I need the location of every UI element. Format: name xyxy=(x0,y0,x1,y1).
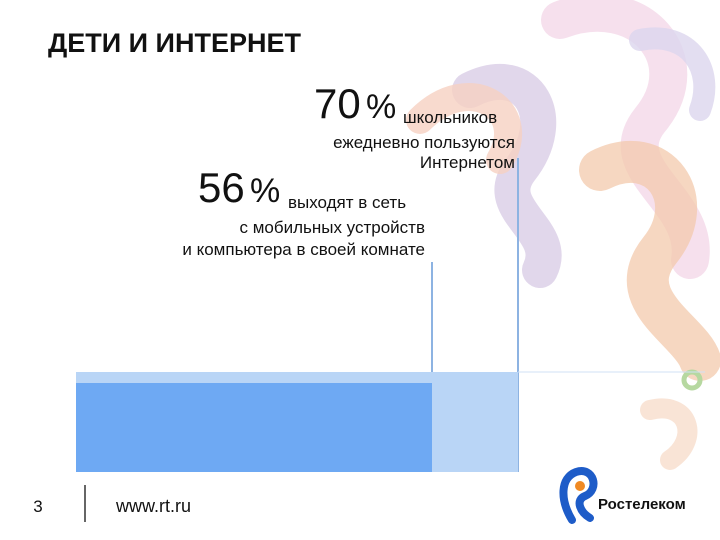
panel xyxy=(76,383,432,472)
footer-url: www.rt.ru xyxy=(115,496,191,516)
stat-text: выходят в сеть xyxy=(288,193,406,212)
stat-text: ежедневно пользуются xyxy=(333,133,515,152)
stat-unit: % xyxy=(250,172,280,210)
brand-name: Ростелеком xyxy=(598,496,686,513)
slide-title: ДЕТИ И ИНТЕРНЕТ xyxy=(48,28,301,58)
stat-text: Интернетом xyxy=(420,153,515,172)
stat-text: и компьютера в своей комнате xyxy=(182,240,425,259)
logo: Ростелеком xyxy=(559,467,686,524)
decor xyxy=(406,0,720,470)
stat-number: 56 xyxy=(198,164,245,211)
stat-text: с мобильных устройств xyxy=(239,218,425,237)
stat-number: 70 xyxy=(314,80,361,127)
stat-text: школьников xyxy=(403,108,497,127)
stat-unit: % xyxy=(366,88,396,126)
page-number: 3 xyxy=(33,497,42,516)
